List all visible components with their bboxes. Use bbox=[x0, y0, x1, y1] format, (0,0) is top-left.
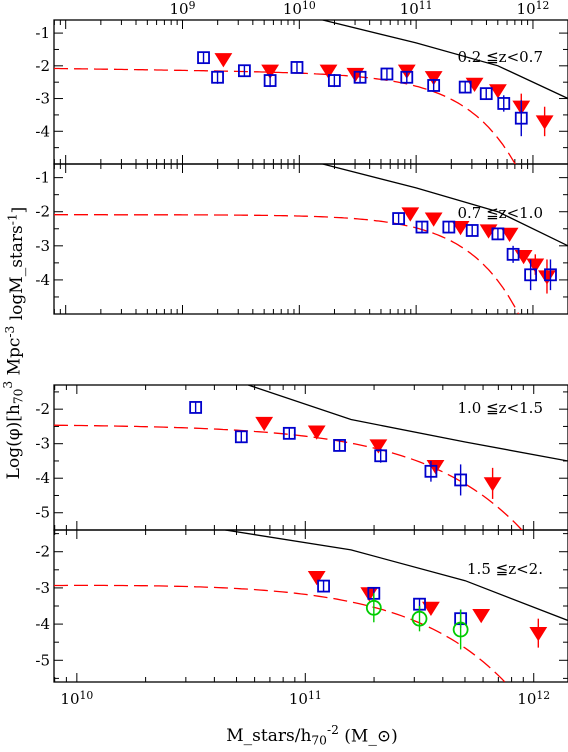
data-point-triangle bbox=[483, 477, 502, 492]
axis-ticks: -1 -2 -3 -4 -1 -2 -3 -4 -2 -3 -4 -5 -2 -3 -4 -5 109​ 1010… bbox=[35, 0, 568, 708]
y-tick-label: -1 bbox=[35, 169, 50, 187]
reference-curve bbox=[247, 385, 568, 462]
data-point-triangle bbox=[472, 608, 491, 624]
y-tick-label: -3 bbox=[35, 237, 50, 255]
reference-curve bbox=[225, 530, 568, 622]
panel-3-data bbox=[54, 385, 568, 530]
panel-2-frame bbox=[53, 163, 568, 315]
data-point-square bbox=[333, 439, 346, 452]
data-point-square bbox=[442, 220, 456, 234]
data-point-square bbox=[263, 74, 277, 87]
data-point-triangle bbox=[529, 627, 548, 642]
y-tick-label: -2 bbox=[35, 203, 50, 221]
y-tick-label: -4 bbox=[35, 615, 50, 633]
data-point-triangle bbox=[451, 220, 470, 236]
schechter-fit-line bbox=[54, 584, 506, 682]
y-tick-label: -5 bbox=[35, 504, 50, 522]
data-point-triangle bbox=[489, 84, 507, 99]
data-point-triangle bbox=[369, 439, 388, 454]
data-point-triangle bbox=[514, 249, 533, 265]
data-point-triangle bbox=[424, 212, 443, 227]
y-tick-label: -2 bbox=[35, 543, 50, 561]
data-point-triangle bbox=[255, 416, 274, 432]
data-point-triangle bbox=[214, 53, 233, 68]
data-point-triangle bbox=[535, 115, 554, 130]
schechter-fit-line bbox=[54, 214, 520, 314]
schechter-fit-line bbox=[54, 424, 523, 530]
data-point-square bbox=[282, 426, 296, 440]
data-point-square bbox=[189, 401, 203, 414]
data-point-square bbox=[353, 70, 367, 84]
data-point-square bbox=[400, 70, 414, 84]
data-point-square bbox=[211, 70, 224, 84]
data-point-square bbox=[427, 79, 441, 92]
data-point-circle bbox=[411, 610, 428, 627]
data-point-square bbox=[290, 61, 304, 74]
bottom-x-tick-label: 1011​ bbox=[289, 689, 322, 708]
data-point-triangle bbox=[422, 601, 440, 616]
y-tick-label: -4 bbox=[35, 122, 50, 140]
panel-4-label: 1.5 ≦z<2. bbox=[467, 560, 543, 578]
data-point-triangle bbox=[307, 425, 326, 440]
panel-4-data bbox=[54, 530, 568, 682]
panel-4-frame bbox=[53, 529, 568, 683]
reference-curve bbox=[322, 164, 568, 247]
data-point-triangle bbox=[307, 570, 326, 586]
y-tick-label: -3 bbox=[35, 435, 50, 453]
data-point-square bbox=[454, 473, 468, 487]
y-tick-label: -1 bbox=[35, 24, 50, 42]
data-point-square bbox=[415, 220, 429, 234]
panel-2-label: 0.7 ≦z<1.0 bbox=[457, 204, 543, 222]
data-point-square bbox=[197, 51, 210, 65]
data-point-square bbox=[506, 247, 520, 261]
data-point-square bbox=[514, 111, 528, 125]
top-x-tick-label: 1010​ bbox=[283, 0, 316, 18]
data-point-square bbox=[497, 97, 511, 110]
data-point-circle bbox=[452, 621, 469, 638]
panel-2-data bbox=[54, 164, 568, 314]
top-x-tick-label: 1012​ bbox=[517, 0, 550, 18]
schechter-fit-line bbox=[54, 67, 516, 164]
data-point-square bbox=[424, 464, 438, 478]
data-point-square bbox=[465, 224, 479, 237]
data-point-square bbox=[458, 80, 472, 94]
data-point-square bbox=[479, 87, 493, 101]
panel-1-data bbox=[54, 20, 568, 164]
data-point-triangle bbox=[261, 64, 280, 79]
data-point-square bbox=[524, 268, 538, 282]
data-point-square bbox=[392, 212, 406, 225]
data-point-triangle bbox=[424, 71, 443, 86]
bottom-x-tick-label: 1012​ bbox=[517, 689, 550, 708]
y-tick-label: -4 bbox=[35, 271, 50, 289]
data-point-triangle bbox=[319, 64, 338, 79]
top-x-tick-label: 109​ bbox=[170, 0, 196, 18]
data-point-circle bbox=[365, 599, 382, 616]
data-point-square bbox=[327, 74, 341, 87]
y-tick-label: -2 bbox=[35, 57, 50, 75]
data-point-triangle bbox=[401, 207, 420, 222]
top-x-tick-label: 1011​ bbox=[400, 0, 433, 18]
panel-3-label: 1.0 ≦z<1.5 bbox=[457, 399, 543, 417]
x-axis-label: M_stars/h70​-2​ (M_⊙) bbox=[226, 723, 397, 748]
data-point-square bbox=[238, 64, 251, 78]
data-point-square bbox=[544, 268, 557, 282]
reference-curve bbox=[322, 20, 568, 100]
data-point-triangle bbox=[500, 227, 519, 243]
y-tick-label: -3 bbox=[35, 90, 50, 108]
y-tick-label: -5 bbox=[35, 651, 50, 669]
data-point-square bbox=[317, 579, 330, 593]
data-point-triangle bbox=[538, 270, 556, 285]
data-point-square bbox=[374, 449, 388, 463]
y-tick-label: -2 bbox=[35, 400, 50, 418]
y-tick-label: -4 bbox=[35, 469, 50, 487]
data-point-square bbox=[380, 67, 394, 81]
data-point-square bbox=[234, 430, 248, 444]
y-tick-label: -3 bbox=[35, 579, 50, 597]
data-point-triangle bbox=[479, 224, 498, 239]
y-axis-label: Log(φ)[h70​3​ Mpc-3​ logM_stars-1​] bbox=[1, 207, 29, 480]
panel-1-label: 0.2 ≦z<0.7 bbox=[457, 48, 543, 66]
data-point-square bbox=[491, 227, 505, 241]
bottom-x-tick-label: 1010​ bbox=[60, 689, 93, 708]
